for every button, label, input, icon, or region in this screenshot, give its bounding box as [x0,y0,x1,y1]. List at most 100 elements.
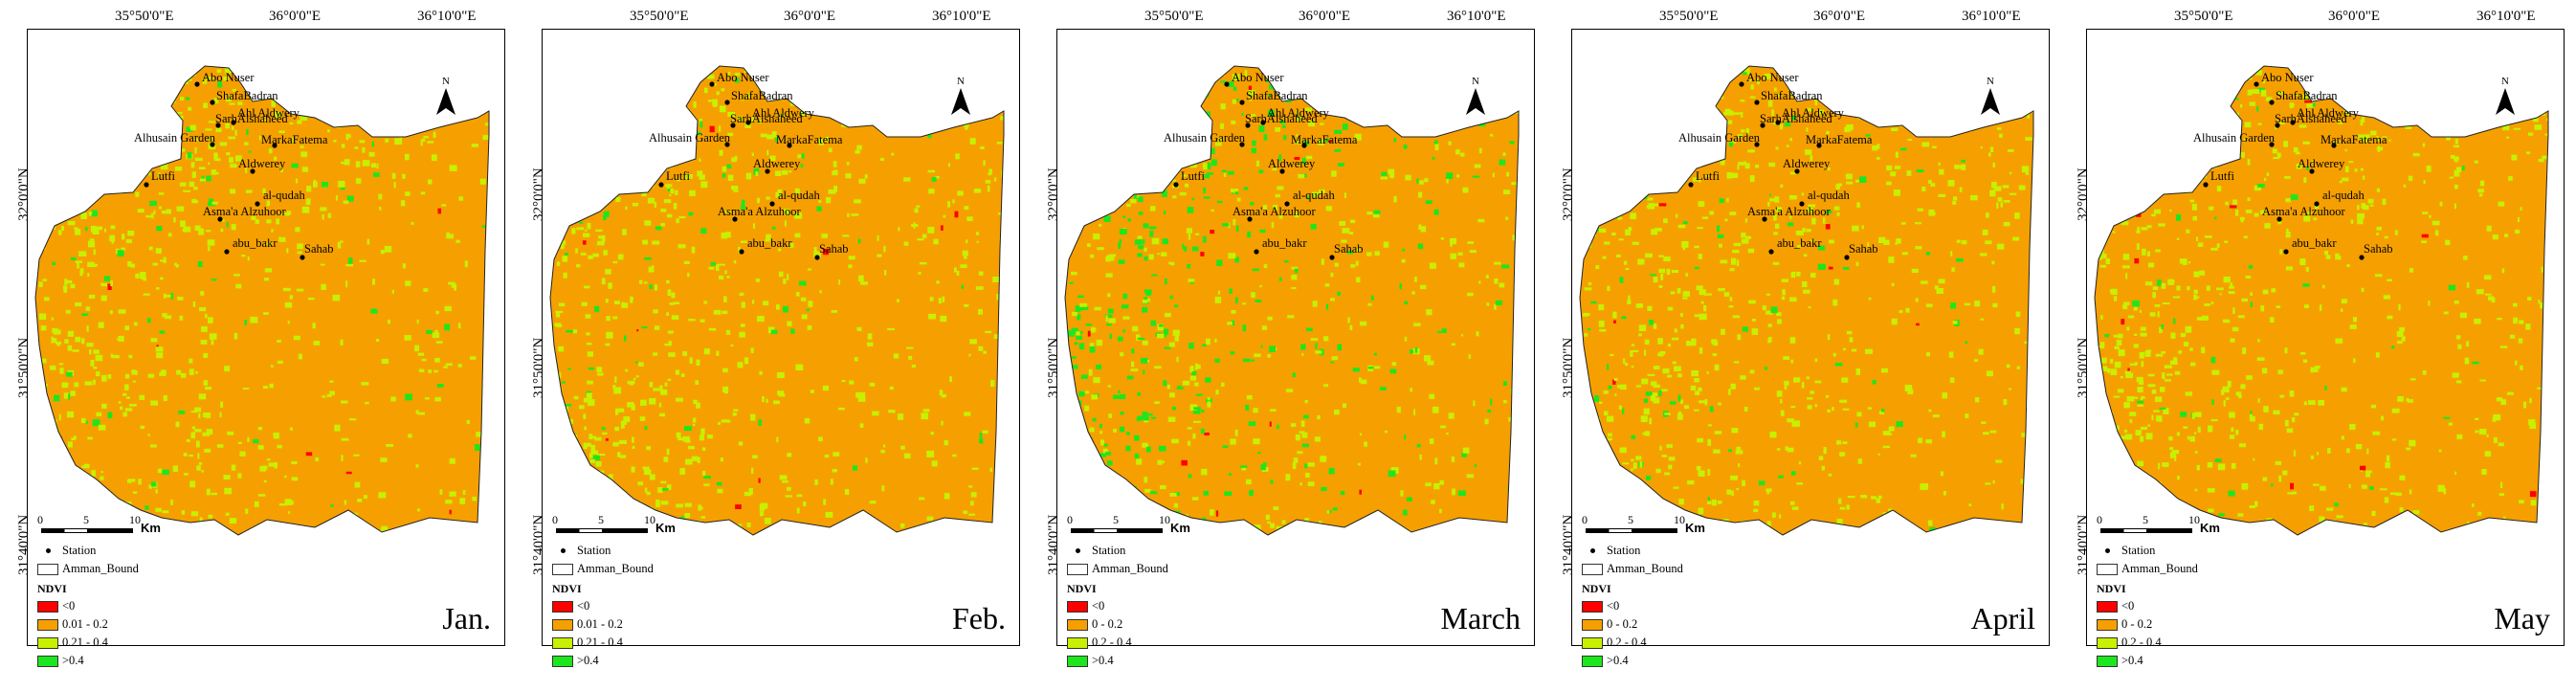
station-dot-icon [1076,548,1080,553]
longitude-tick-label: 36°10'0"E [1447,9,1506,24]
station-marker [272,143,278,148]
boundary-swatch [552,564,573,575]
ndvi-class-label: >0.4 [2121,654,2143,667]
ndvi-swatch [37,637,58,649]
ndvi-swatch [37,656,58,667]
legend-station: Station [2097,542,2288,560]
station-marker [730,123,736,128]
station-marker [2254,81,2259,87]
station-marker [1173,182,1179,188]
longitude-tick-label: 36°0'0"E [269,9,321,24]
legend-station-label: Station [1092,544,1126,557]
boundary-swatch [2097,564,2118,575]
map-panel: 35°50'0"E 36°0'0"E 36°10'0"E 32°0'0"N 31°50'… [1046,0,1554,691]
north-arrow-shape [1981,88,2000,115]
station-label: ShafaBadran [216,89,278,102]
legend-station: Station [37,542,229,560]
scale-bar: 0 5 10 Km [35,513,161,542]
ndvi-class-label: 0.21 - 0.4 [62,635,108,649]
boundary-swatch [1582,564,1603,575]
legend-ndvi-title: NDVI [552,582,582,595]
station-marker [1247,216,1253,222]
station-marker [2283,249,2289,255]
map-panel: 35°50'0"E 36°0'0"E 36°10'0"E 32°0'0"N 31°50'… [1561,0,2069,691]
ndvi-swatch [552,619,573,631]
ndvi-class-label: 0.2 - 0.4 [2121,635,2162,649]
scale-bar-graphic [41,528,133,533]
legend-ndvi-title: NDVI [1582,582,1611,595]
station-marker [1245,123,1251,128]
north-letter: N [957,76,965,87]
month-label: May [2494,601,2550,635]
month-label: Jan. [442,601,491,635]
legend-ndvi-class: 0 - 0.2 [1067,615,1258,634]
ndvi-class-label: 0 - 0.2 [1092,617,1123,631]
legend-ndvi-class: >0.4 [1067,652,1258,670]
ndvi-class-label: 0.01 - 0.2 [577,617,623,631]
amman-boundary-outline [1579,65,2034,536]
station-marker [1754,100,1760,105]
station-label: MarkaFatema [776,133,843,146]
station-label: Ahl Aldwery [237,106,300,120]
ndvi-class-label: 0 - 0.2 [2121,617,2153,631]
scale-tick-label: 0 [1067,513,1073,526]
station-marker [144,182,149,188]
station-label: Lutfi [666,169,690,183]
amman-boundary-outline [2094,65,2549,536]
longitude-tick-label: 36°10'0"E [2476,9,2536,24]
scale-tick-label: 10 [1159,513,1170,526]
scale-tick-label: 5 [83,513,89,526]
station-marker [1284,201,1290,207]
map-frame: 32°0'0"N 31°50'0"N 31°40'0"N Abo Nuser Shafa… [16,29,505,667]
station-label: al-qudah [1808,189,1850,202]
ndvi-class-label: <0 [2121,599,2135,613]
station-dot-icon [1590,548,1595,553]
ndvi-class-label: 0.2 - 0.4 [1092,635,1132,649]
legend-ndvi-class: 0.21 - 0.4 [552,634,744,652]
month-label: Feb. [952,601,1006,635]
ndvi-raster-map [1064,65,1520,536]
station-marker [814,255,820,260]
station-label: SarhAlshaheed [730,112,803,125]
scale-bar-graphic [2100,528,2192,533]
map-panel: 35°50'0"E 36°0'0"E 36°10'0"E 32°0'0"N 31°50'… [531,0,1039,691]
station-marker [745,120,751,125]
station-label: Aldwerey [1783,157,1831,170]
legend-boundary: Amman_Bound [2097,560,2288,578]
station-label: Aldwerey [238,157,286,170]
station-marker [1260,120,1266,125]
amman-boundary-outline [549,65,1005,536]
scale-bar-graphic [1071,528,1163,533]
station-label: Alhusain Garden [1678,131,1761,145]
ndvi-class-label: >0.4 [62,654,84,667]
station-label: Abo Nuser [1746,71,1799,84]
station-label: Ahl Aldwery [1782,106,1844,120]
scale-tick-label: 5 [598,513,604,526]
station-marker [210,100,215,105]
map-legend: Station Amman_Bound NDVI <0 0 - 0.2 0.2 - 0.4… [1582,542,1773,670]
longitude-tick-label: 36°10'0"E [932,9,991,24]
amman-boundary-outline [34,65,490,536]
station-label: SarhAlshaheed [2275,112,2347,125]
station-marker [724,100,730,105]
station-label: Sahab [1849,242,1878,256]
legend-station-label: Station [577,544,611,557]
station-label: abu_bakr [747,236,792,250]
station-marker [1239,142,1245,147]
ndvi-raster-map [34,65,490,536]
station-label: Aldwerey [2298,157,2345,170]
ndvi-swatch [37,601,58,613]
scale-unit: Km [141,521,161,535]
station-label: Asma'a Alzuhoor [718,205,801,218]
ndvi-swatch [1067,619,1088,631]
station-marker [1799,201,1805,207]
station-marker [1794,168,1800,174]
map-panel: 35°50'0"E 36°0'0"E 36°10'0"E 32°0'0"N 31°50'… [2076,0,2576,691]
station-label: al-qudah [2322,189,2365,202]
station-label: abu_bakr [1777,236,1822,250]
ndvi-swatch [2097,601,2118,613]
station-marker [1254,249,1259,255]
ndvi-class-label: <0 [577,599,590,613]
ndvi-raster-map [2094,65,2549,536]
